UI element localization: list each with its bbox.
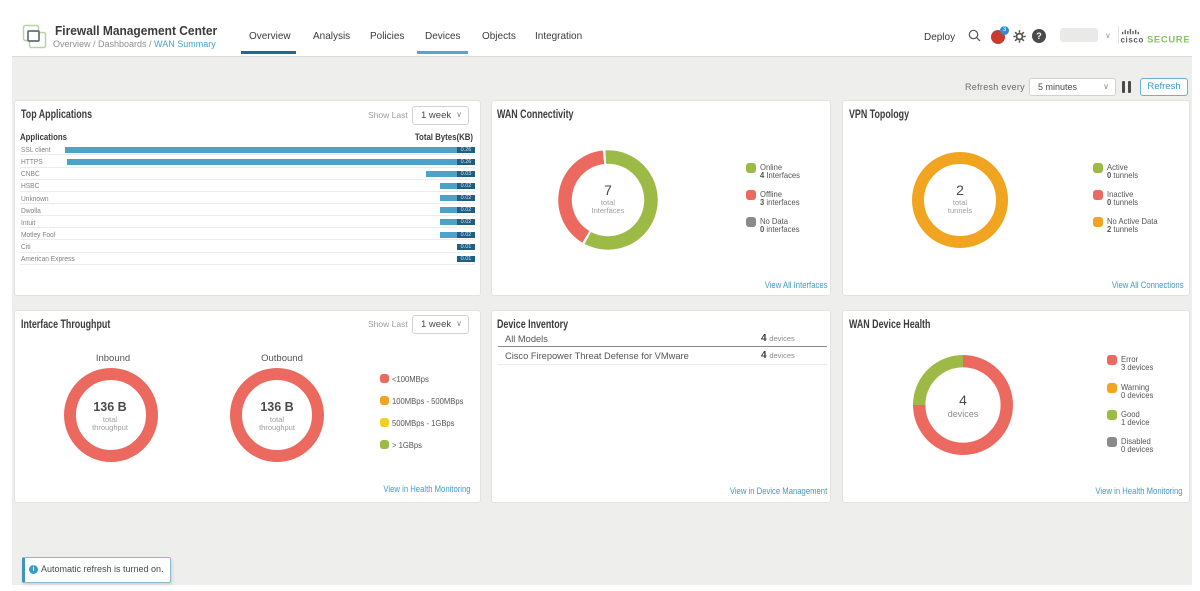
svg-text:cisco: cisco bbox=[1121, 36, 1144, 45]
svg-text:SECURE: SECURE bbox=[1147, 35, 1190, 46]
